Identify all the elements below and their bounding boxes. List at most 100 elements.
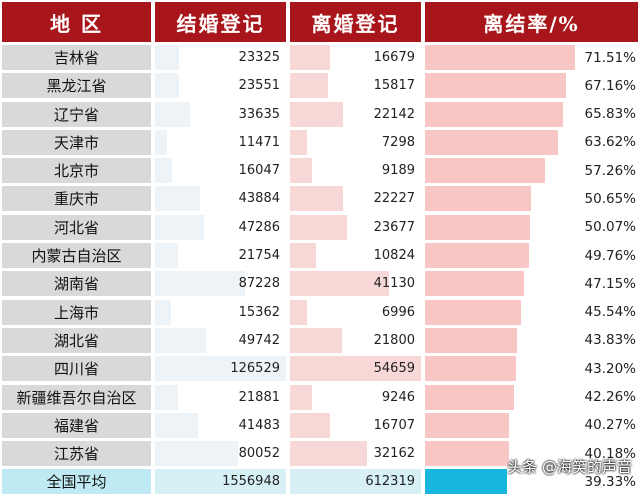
- rate-value: 43.20%: [584, 360, 636, 377]
- divorce-value: 22227: [373, 191, 415, 207]
- marriage-value: 21754: [238, 248, 280, 264]
- rate-cell: 42.26%: [425, 384, 638, 410]
- rate-value: 47.15%: [584, 275, 636, 292]
- divorce-cell: 54659: [290, 356, 421, 382]
- rate-bar: [425, 243, 530, 269]
- marriage-cell: 49742: [155, 327, 286, 353]
- divorce-value: 6996: [381, 304, 415, 320]
- rate-bar: [425, 384, 514, 410]
- divorce-value: 10824: [373, 248, 415, 264]
- table-row: 四川省 126529 54659 43.20%: [2, 356, 638, 382]
- region-cell: 北京市: [2, 158, 151, 184]
- divorce-bar: [290, 158, 313, 184]
- region-cell: 湖北省: [2, 327, 151, 353]
- table-row: 重庆市 43884 22227 50.65%: [2, 186, 638, 212]
- rate-value: 50.65%: [584, 190, 636, 207]
- rate-cell: 40.27%: [425, 412, 638, 438]
- divorce-cell: 16707: [290, 412, 421, 438]
- marriage-bar: [155, 384, 178, 410]
- marriage-value: 23551: [238, 78, 280, 94]
- rate-bar: [425, 129, 559, 155]
- table-row: 湖南省 87228 41130 47.15%: [2, 271, 638, 297]
- marriage-cell: 21754: [155, 243, 286, 269]
- rate-bar: [425, 299, 521, 325]
- marriage-cell: 23325: [155, 45, 286, 70]
- divorce-bar: [290, 299, 307, 325]
- rate-value: 67.16%: [584, 77, 636, 94]
- rate-cell: 43.20%: [425, 356, 638, 382]
- marriage-bar: [155, 299, 171, 325]
- divorce-bar: [290, 214, 347, 240]
- rate-value: 50.07%: [584, 219, 636, 236]
- rate-bar: [425, 73, 566, 99]
- divorce-cell: 41130: [290, 271, 421, 297]
- marriage-bar: [155, 129, 167, 155]
- divorce-bar: [290, 441, 368, 467]
- divorce-value: 7298: [381, 134, 415, 150]
- table-row: 辽宁省 33635 22142 65.83%: [2, 101, 638, 127]
- divorce-cell: 10824: [290, 243, 421, 269]
- divorce-bar: [290, 73, 328, 99]
- header-divorce: 离婚登记: [290, 2, 421, 42]
- rate-cell: 43.83%: [425, 327, 638, 353]
- region-cell: 福建省: [2, 412, 151, 438]
- divorce-cell: 15817: [290, 73, 421, 99]
- divorce-cell: 16679: [290, 45, 421, 70]
- table-row: 江苏省 80052 32162 40.18%: [2, 441, 638, 467]
- table-body: 吉林省 23325 16679 71.51% 黑龙江省 23551 15817 67.16% 辽…: [2, 45, 638, 495]
- region-cell: 重庆市: [2, 186, 151, 212]
- marriage-bar: [155, 45, 180, 70]
- rate-value: 42.26%: [584, 389, 636, 406]
- marriage-bar: [155, 101, 190, 127]
- marriage-bar: [155, 271, 246, 297]
- rate-bar: [425, 45, 575, 70]
- header-region: 地 区: [2, 2, 151, 42]
- divorce-value: 16679: [373, 50, 415, 65]
- marriage-value: 41483: [238, 417, 280, 433]
- watermark: 头条 @海笑的声音: [507, 458, 632, 476]
- table-row: 吉林省 23325 16679 71.51%: [2, 45, 638, 70]
- divorce-value: 21800: [373, 332, 415, 348]
- header-rate: 离结率/%: [425, 2, 638, 42]
- divorce-bar: [290, 101, 344, 127]
- marriage-cell: 41483: [155, 412, 286, 438]
- rate-value: 45.54%: [584, 304, 636, 321]
- divorce-value: 54659: [373, 361, 415, 377]
- marriage-cell: 15362: [155, 299, 286, 325]
- divorce-bar: [290, 356, 421, 382]
- marriage-value: 47286: [238, 219, 280, 235]
- divorce-cell: 7298: [290, 129, 421, 155]
- marriage-bar: [155, 243, 178, 269]
- table-row: 黑龙江省 23551 15817 67.16%: [2, 73, 638, 99]
- marriage-value: 1556948: [222, 474, 280, 490]
- divorce-cell: 9189: [290, 158, 421, 184]
- marriage-cell: 21881: [155, 384, 286, 410]
- table-row: 福建省 41483 16707 40.27%: [2, 412, 638, 438]
- divorce-cell: 21800: [290, 327, 421, 353]
- divorce-cell: 9246: [290, 384, 421, 410]
- rate-bar: [425, 186, 532, 212]
- marriage-cell: 33635: [155, 101, 286, 127]
- divorce-cell: 612319: [290, 469, 421, 495]
- region-cell: 全国平均: [2, 469, 151, 495]
- rate-bar: [425, 101, 564, 127]
- marriage-value: 15362: [238, 304, 280, 320]
- table-row: 新疆维吾尔自治区 21881 9246 42.26%: [2, 384, 638, 410]
- marriage-cell: 23551: [155, 73, 286, 99]
- marriage-cell: 43884: [155, 186, 286, 212]
- divorce-bar: [290, 243, 316, 269]
- marriage-cell: 47286: [155, 214, 286, 240]
- marriage-bar: [155, 73, 180, 99]
- rate-cell: 47.15%: [425, 271, 638, 297]
- table-row: 北京市 16047 9189 57.26%: [2, 158, 638, 184]
- divorce-cell: 6996: [290, 299, 421, 325]
- divorce-cell: 23677: [290, 214, 421, 240]
- rate-bar: [425, 441, 510, 467]
- rate-bar: [425, 158, 546, 184]
- rate-cell: 50.07%: [425, 214, 638, 240]
- rate-value: 49.76%: [584, 247, 636, 264]
- divorce-bar: [290, 129, 308, 155]
- rate-bar: [425, 469, 508, 495]
- marriage-bar: [155, 356, 286, 382]
